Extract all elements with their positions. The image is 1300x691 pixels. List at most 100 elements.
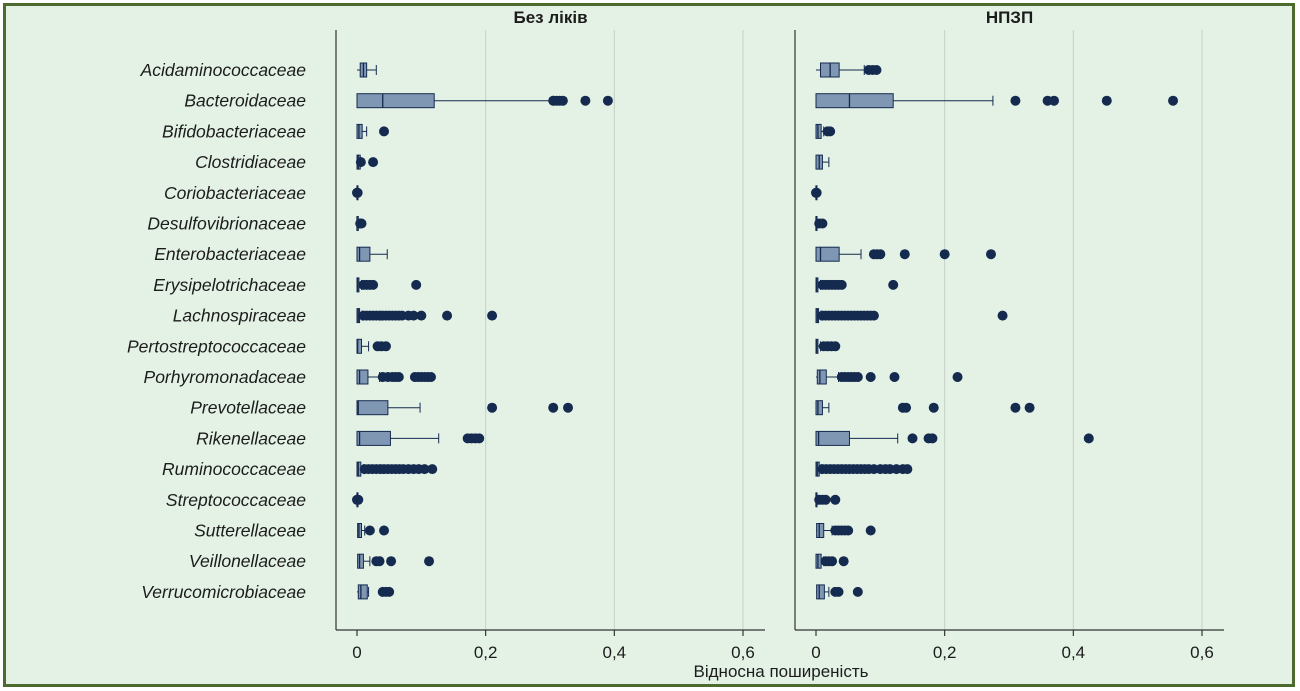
category-label-prevotellaceae: Prevotellaceae	[190, 398, 306, 418]
box	[356, 430, 391, 446]
category-label-rikenellaceae: Rikenellaceae	[196, 428, 306, 448]
outlier-point	[380, 341, 391, 352]
outlier-point	[353, 494, 364, 505]
outlier-point	[442, 310, 453, 321]
outlier-point	[580, 95, 591, 106]
outlier-point	[548, 402, 559, 413]
outlier-point	[997, 310, 1008, 321]
outlier-point	[939, 249, 950, 260]
box	[816, 584, 825, 600]
x-tick-label: 0	[352, 643, 361, 662]
x-tick-label: 0,6	[1190, 643, 1214, 662]
outlier-point	[1101, 95, 1112, 106]
outlier-point	[836, 279, 847, 290]
outlier-point	[843, 525, 854, 536]
category-label-acidaminococcaceae: Acidaminococcaceae	[140, 60, 307, 80]
outlier-point	[386, 556, 397, 567]
outlier-point	[871, 65, 882, 75]
outlier-point	[868, 310, 879, 321]
outlier-point	[901, 402, 912, 413]
outlier-point	[384, 586, 395, 597]
outlier-point	[817, 218, 828, 229]
outlier-point	[379, 126, 390, 137]
outlier-point	[827, 556, 838, 567]
box	[816, 523, 825, 538]
outlier-point	[825, 126, 836, 137]
category-label-pertostreptococcaceae: Pertostreptococcaceae	[127, 336, 306, 356]
outlier-point	[602, 95, 613, 106]
outlier-point	[356, 218, 367, 229]
x-tick-label: 0,2	[933, 643, 957, 662]
category-label-ruminococcaceae: Ruminococcaceae	[162, 459, 306, 479]
outlier-point	[424, 556, 435, 567]
outlier-point	[838, 556, 849, 567]
outlier-point	[889, 372, 900, 382]
outlier-point	[1168, 95, 1179, 106]
box	[357, 584, 368, 600]
x-tick-label: 0,4	[603, 643, 627, 662]
outlier-point	[425, 372, 436, 382]
outlier-point	[352, 187, 363, 198]
category-label-erysipelotrichaceae: Erysipelotrichaceae	[153, 275, 306, 295]
outlier-point	[557, 95, 568, 106]
outlier-point	[927, 433, 938, 444]
outlier-point	[474, 433, 485, 444]
panel-title: Без ліків	[513, 8, 587, 27]
category-label-streptococcaceae: Streptococcaceae	[166, 490, 306, 510]
boxplot-chart: Acidaminococcaceae Bacteroidaceae Bifidoba…	[127, 8, 1224, 681]
category-label-sutterellaceae: Sutterellaceae	[194, 521, 306, 541]
box	[356, 369, 369, 385]
category-label-bacteroidaceae: Bacteroidaceae	[184, 91, 306, 111]
outlier-point	[875, 249, 886, 260]
category-label-bifidobacteriaceae: Bifidobacteriaceae	[162, 121, 306, 141]
outlier-point	[563, 402, 574, 413]
outlier-point	[364, 525, 375, 536]
outlier-point	[820, 494, 831, 505]
outlier-point	[928, 402, 939, 413]
category-label-veillonellaceae: Veillonellaceae	[189, 551, 306, 571]
outlier-point	[985, 249, 996, 260]
x-tick-label: 0,4	[1062, 643, 1086, 662]
category-label-lachnospiraceae: Lachnospiraceae	[173, 306, 307, 326]
outlier-point	[830, 341, 841, 352]
category-label-porhyromonadaceae: Porhyromonadaceae	[144, 367, 307, 387]
x-tick-label: 0	[811, 643, 820, 662]
outlier-point	[411, 279, 422, 290]
outlier-point	[907, 433, 918, 444]
box	[815, 400, 823, 416]
x-axis-label: Відносна поширеність	[694, 662, 869, 681]
outlier-point	[379, 525, 390, 536]
outlier-point	[355, 157, 366, 168]
box	[816, 369, 827, 385]
outlier-point	[952, 372, 963, 382]
category-label-desulfovibrionaceae: Desulfovibrionaceae	[147, 214, 306, 234]
box	[356, 93, 435, 109]
outlier-point	[419, 464, 430, 475]
outlier-point	[852, 372, 863, 382]
panel-title: НПЗП	[986, 8, 1033, 27]
outlier-point	[811, 187, 822, 198]
outlier-point	[1024, 402, 1035, 413]
outlier-point	[1010, 402, 1021, 413]
box	[357, 553, 364, 569]
outlier-point	[899, 249, 910, 260]
outlier-point	[902, 464, 913, 475]
x-tick-label: 0,2	[474, 643, 498, 662]
outlier-point	[416, 310, 427, 321]
category-label-enterobacteriaceae: Enterobacteriaceae	[154, 244, 306, 264]
outlier-point	[374, 556, 385, 567]
outlier-point	[833, 586, 844, 597]
outlier-point	[368, 157, 379, 168]
x-tick-label: 0,6	[731, 643, 755, 662]
category-label-clostridiaceae: Clostridiaceae	[195, 152, 306, 172]
outlier-point	[830, 494, 841, 505]
box	[815, 93, 894, 109]
outlier-point	[865, 525, 876, 536]
outlier-point	[487, 402, 498, 413]
outlier-point	[368, 279, 379, 290]
outlier-point	[1010, 95, 1021, 106]
outlier-point	[865, 372, 876, 382]
category-label-coriobacteriaceae: Coriobacteriaceae	[164, 183, 306, 203]
outlier-point	[852, 586, 863, 597]
outlier-point	[408, 310, 419, 321]
